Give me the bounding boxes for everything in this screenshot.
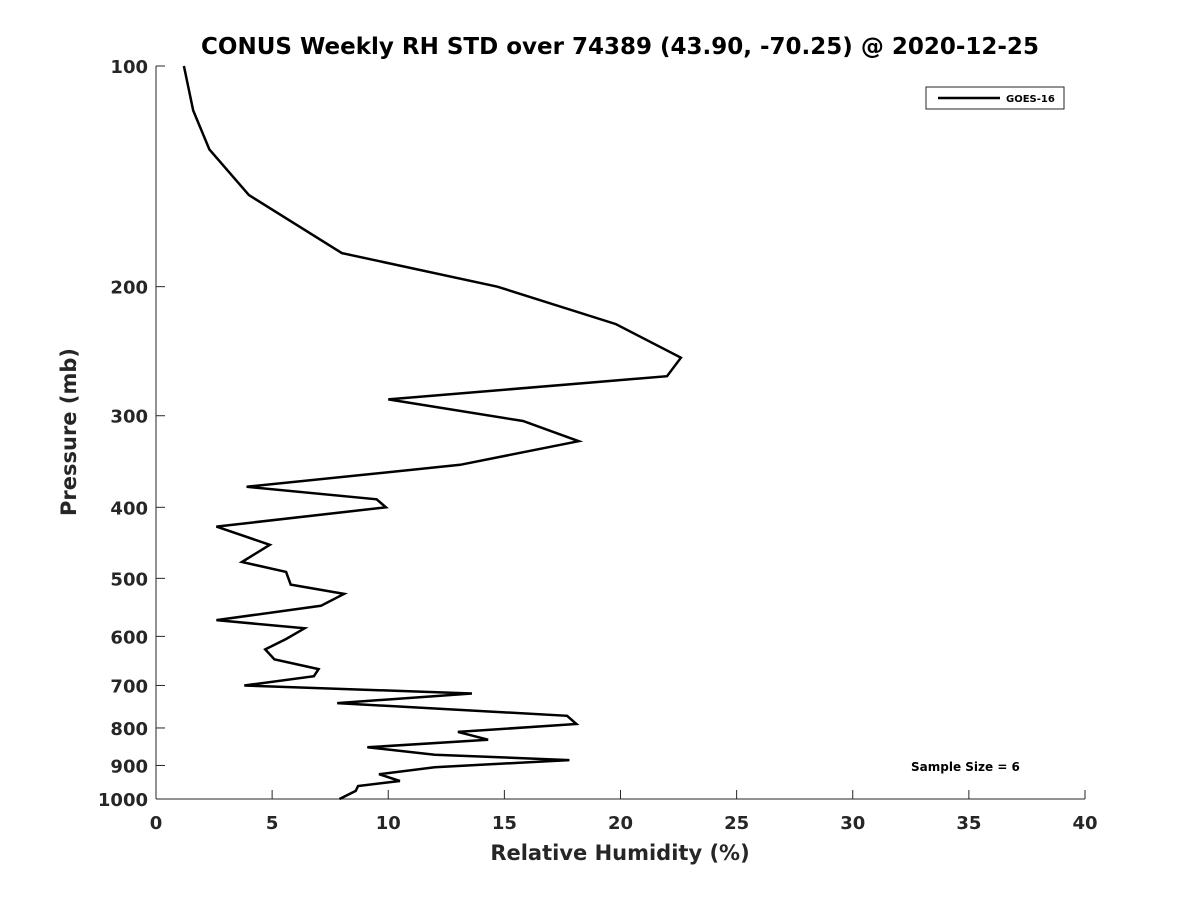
x-tick-label: 5 — [266, 813, 279, 834]
x-tick-label: 30 — [840, 813, 865, 834]
y-tick-label: 800 — [110, 719, 148, 740]
x-tick-label: 0 — [150, 813, 163, 834]
x-tick-label: 10 — [376, 813, 401, 834]
legend: GOES-16 — [925, 86, 1065, 110]
chart-title: CONUS Weekly RH STD over 74389 (43.90, -… — [201, 34, 1039, 60]
x-tick-label: 15 — [492, 813, 517, 834]
x-tick-label: 40 — [1072, 813, 1097, 834]
x-axis-label: Relative Humidity (%) — [490, 841, 749, 865]
legend-label-goes-16: GOES-16 — [1006, 94, 1055, 105]
y-tick-label: 300 — [110, 407, 148, 428]
y-tick-label: 100 — [110, 57, 148, 78]
y-axis-label: Pressure (mb) — [57, 348, 81, 516]
x-tick-label: 35 — [956, 813, 981, 834]
plot-area: 0 5 10 15 20 25 30 35 40 100 200 300 400 500 600 700 80… — [98, 57, 1098, 834]
y-tick-label: 600 — [110, 627, 148, 648]
y-tick-label: 400 — [110, 498, 148, 519]
y-tick-label: 700 — [110, 676, 148, 697]
axes-frame — [156, 66, 1085, 799]
y-tick-label: 900 — [110, 756, 148, 777]
y-tick-label: 200 — [110, 278, 148, 299]
x-ticks: 0 5 10 15 20 25 30 35 40 — [150, 790, 1098, 834]
series-layer — [182, 65, 683, 801]
series-line-goes-16 — [182, 65, 683, 801]
sample-size-annotation: Sample Size = 6 — [911, 760, 1020, 774]
x-tick-label: 20 — [608, 813, 633, 834]
y-ticks: 100 200 300 400 500 600 700 800 900 1000 — [98, 57, 165, 811]
y-tick-label: 500 — [110, 569, 148, 590]
x-tick-label: 25 — [724, 813, 749, 834]
y-tick-label: 1000 — [98, 790, 148, 811]
